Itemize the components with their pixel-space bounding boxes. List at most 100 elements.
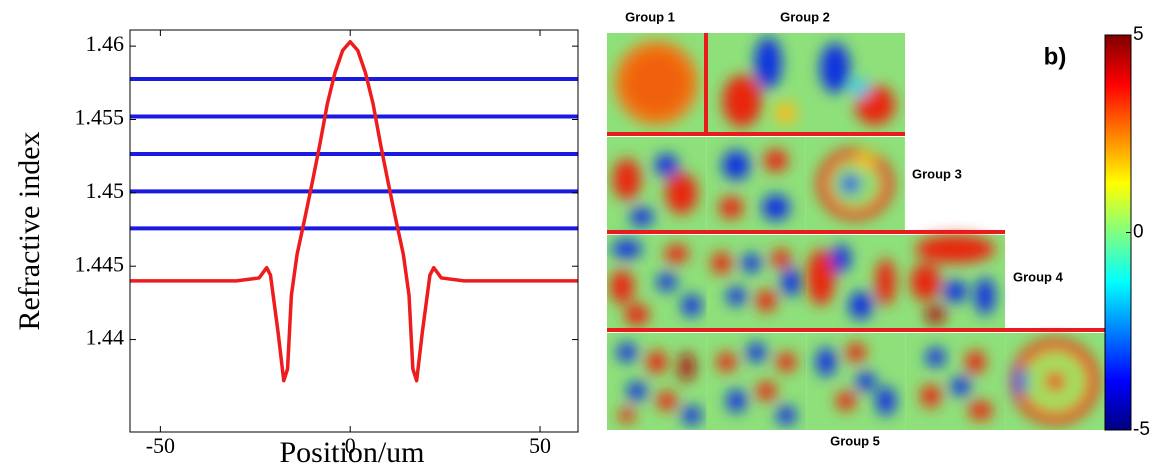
- mode-lobe: [716, 352, 737, 372]
- mode-lobe: [943, 280, 968, 303]
- mode-lobe: [656, 272, 677, 292]
- mode-lobe: [776, 405, 797, 426]
- group-label: Group 2: [780, 9, 830, 24]
- mode-lobe: [925, 347, 946, 367]
- mode-lobe: [816, 347, 837, 377]
- mode-lobe: [754, 37, 782, 89]
- mode-lobe: [1014, 366, 1027, 397]
- mode-lobe: [836, 391, 856, 411]
- mode-pattern: [614, 41, 699, 125]
- plot-area: [130, 30, 578, 432]
- mode-pattern: [719, 149, 790, 221]
- mode-lobe: [781, 267, 802, 297]
- index-profile: [130, 39, 578, 383]
- mode-lobe: [968, 400, 993, 421]
- colorbar-tick-label: 5: [1133, 24, 1144, 45]
- mode-lobe: [1045, 371, 1066, 392]
- mode-lobe: [681, 294, 702, 317]
- mode-lobe: [741, 253, 762, 273]
- mode-lobe: [665, 172, 698, 215]
- mode-lobe: [848, 291, 873, 320]
- mode-pattern: [612, 153, 698, 227]
- mode-lobe: [761, 194, 790, 221]
- mode-pattern: [816, 342, 896, 416]
- group-label: Group 1: [625, 9, 675, 24]
- mode-lobe: [711, 251, 732, 275]
- mode-lobe: [950, 376, 971, 397]
- mode-lobe: [681, 405, 702, 426]
- mode-lobe: [722, 150, 750, 181]
- mode-pattern: [817, 148, 893, 220]
- x-tick-label: 0: [345, 433, 356, 458]
- mode-lobe: [776, 352, 797, 372]
- mode-lobe: [910, 263, 941, 301]
- mode-pattern: [1011, 338, 1100, 425]
- mode-lobe: [726, 389, 747, 413]
- mode-pattern: [616, 342, 702, 426]
- mode-lobe: [771, 249, 792, 268]
- mode-lobe: [722, 75, 762, 127]
- mode-lobe: [664, 244, 689, 264]
- mode-lobe: [756, 289, 777, 313]
- group-label: Group 4: [1013, 269, 1064, 284]
- mode-lobe: [626, 53, 687, 113]
- mode-pattern: [716, 342, 797, 426]
- mode-lobe: [746, 342, 767, 363]
- colorbar-tick-label: 0: [1133, 222, 1144, 243]
- mode-lobe: [846, 342, 866, 363]
- mode-lobe: [840, 174, 861, 194]
- mode-lobe: [820, 43, 850, 93]
- mode-lobe: [646, 350, 667, 374]
- mode-pattern: [722, 37, 798, 127]
- mode-pattern: [820, 43, 895, 125]
- mode-lobe: [612, 158, 641, 200]
- y-axis-label: Refractive index: [13, 131, 46, 330]
- mode-lobe: [626, 381, 647, 401]
- mode-lobe: [656, 391, 677, 411]
- axes-box: [129, 29, 579, 433]
- mode-lobe: [609, 269, 634, 304]
- mode-lobe: [618, 407, 635, 424]
- mode-lobe: [719, 196, 744, 219]
- mode-pattern: [910, 235, 996, 325]
- x-tick-label: 50: [529, 433, 551, 458]
- group-label: Group 3: [912, 166, 962, 181]
- mode-lobe: [856, 371, 876, 392]
- panel-label: b): [1044, 43, 1067, 70]
- y-tick-label: 1.455: [75, 105, 125, 130]
- mode-lobe: [629, 207, 654, 227]
- group-label: Group 5: [830, 433, 880, 448]
- mode-lobe: [654, 153, 679, 177]
- mode-lobe: [875, 386, 896, 416]
- y-tick-label: 1.44: [86, 325, 125, 350]
- mode-lobe: [915, 235, 996, 264]
- mode-lobe: [965, 350, 986, 374]
- colorbar-tick-label: -5: [1133, 419, 1150, 440]
- y-tick-label: 1.45: [86, 178, 125, 203]
- mode-pattern: [711, 249, 802, 313]
- x-tick-label: -50: [146, 433, 175, 458]
- mode-lobe: [773, 101, 798, 125]
- mode-lobe: [925, 305, 946, 325]
- mode-pattern: [920, 347, 993, 421]
- mode-lobe: [850, 78, 870, 98]
- y-tick-label: 1.445: [75, 251, 125, 276]
- mode-lobe: [855, 151, 876, 170]
- mode-lobe: [763, 149, 788, 172]
- mode-lobe: [756, 381, 777, 401]
- mode-tile: [706, 137, 806, 231]
- mode-lobe: [875, 258, 896, 306]
- mode-lobe: [611, 239, 642, 259]
- mode-pattern: [806, 244, 896, 320]
- mode-lobe: [806, 249, 835, 306]
- y-tick-label: 1.46: [86, 31, 125, 56]
- mode-lobe: [726, 286, 747, 306]
- mode-images: [607, 33, 1105, 430]
- mode-lobe: [830, 244, 851, 273]
- mode-pattern: [609, 239, 702, 327]
- mode-lobe: [975, 277, 996, 315]
- mode-lobe: [616, 342, 637, 363]
- mode-lobe: [920, 384, 941, 408]
- mode-lobe: [678, 352, 695, 382]
